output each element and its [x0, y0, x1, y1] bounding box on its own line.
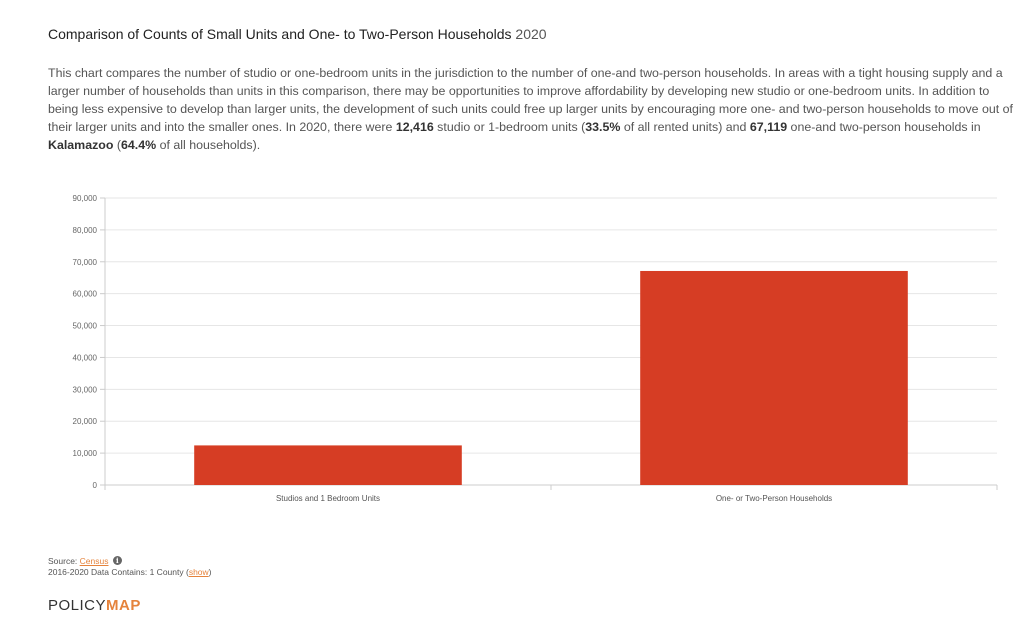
- bar: [194, 445, 462, 485]
- y-tick-label: 20,000: [73, 417, 98, 426]
- households-percent: 64.4%: [121, 138, 157, 152]
- logo-part-map: MAP: [106, 597, 141, 614]
- y-tick-label: 70,000: [73, 258, 98, 267]
- show-counties-link[interactable]: show: [188, 567, 209, 577]
- source-line: Source: Census i: [48, 556, 212, 567]
- y-tick-label: 30,000: [73, 385, 98, 394]
- data-note-text: 2016-2020 Data Contains: 1 County (: [48, 567, 189, 577]
- chart-description: This chart compares the number of studio…: [48, 64, 1020, 154]
- x-tick-label: Studios and 1 Bedroom Units: [276, 494, 380, 503]
- description-intro: This chart compares the number of studio…: [48, 66, 1013, 134]
- households-count: 67,119: [749, 120, 788, 134]
- description-text: one-and two-person households in: [787, 120, 981, 134]
- bar: [640, 270, 908, 485]
- info-icon[interactable]: i: [112, 556, 122, 565]
- y-tick-label: 90,000: [73, 194, 98, 203]
- y-tick-label: 10,000: [73, 449, 98, 458]
- description-text: of all rented units) and: [620, 120, 750, 134]
- y-tick-label: 60,000: [73, 290, 98, 299]
- source-label: Source:: [48, 556, 80, 566]
- x-tick-label: One- or Two-Person Households: [716, 494, 832, 503]
- description-text: of all households).: [156, 138, 261, 152]
- bar-chart: 0 10,000 20,000 30,000 40,000 50,000 60,000 70,…: [73, 194, 998, 503]
- y-tick-label: 80,000: [73, 226, 98, 235]
- chart-title-text: Comparison of Counts of Small Units and …: [48, 26, 512, 42]
- place-name: Kalamazoo: [48, 138, 114, 152]
- chart-footer: Source: Census i 2016-2020 Data Contains…: [48, 556, 212, 578]
- small-units-count: 12,416: [395, 120, 434, 134]
- chart-title: Comparison of Counts of Small Units and …: [48, 26, 547, 42]
- y-tick-label: 0: [93, 481, 98, 490]
- y-tick-label: 50,000: [73, 322, 98, 331]
- chart-title-year: 2020: [515, 26, 547, 42]
- y-tick-label: 40,000: [73, 353, 98, 362]
- policymap-logo[interactable]: POLICYMAP: [48, 597, 141, 614]
- census-source-link[interactable]: Census: [79, 556, 109, 566]
- data-note: 2016-2020 Data Contains: 1 County (show): [48, 567, 212, 578]
- logo-part-policy: POLICY: [48, 597, 107, 614]
- small-units-percent: 33.5%: [585, 120, 621, 134]
- description-text: (: [113, 138, 121, 152]
- data-note-end: ): [208, 567, 212, 577]
- description-text: studio or 1-bedroom units (: [433, 120, 586, 134]
